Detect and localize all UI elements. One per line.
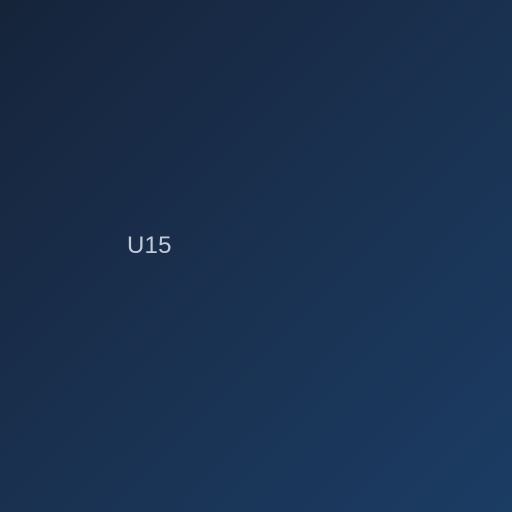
unit-label: U15 xyxy=(127,232,172,259)
